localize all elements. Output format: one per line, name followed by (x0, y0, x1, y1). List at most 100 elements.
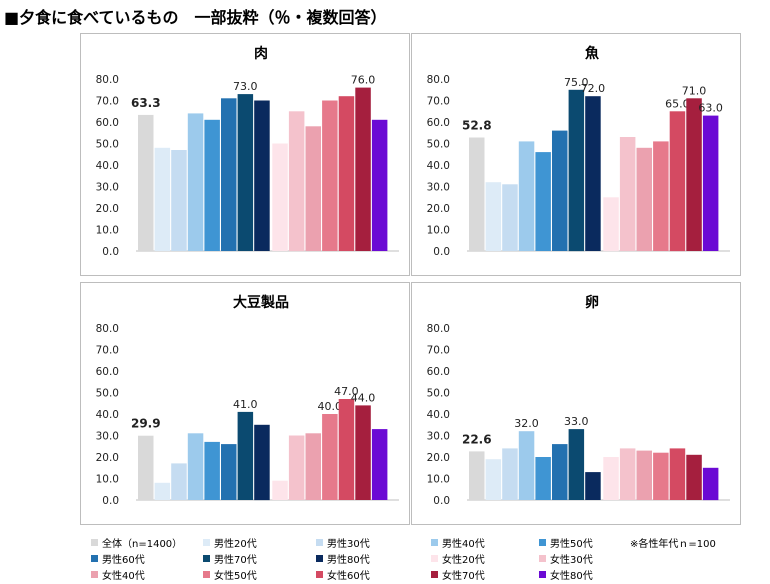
data-label: 76.0 (351, 74, 376, 87)
chart-title: 魚 (585, 45, 599, 62)
y-tick-label: 50.0 (96, 139, 119, 151)
y-tick-label: 30.0 (96, 431, 119, 443)
bar (603, 457, 619, 500)
y-tick-label: 20.0 (96, 203, 119, 215)
bar (171, 150, 187, 251)
y-tick-label: 60.0 (427, 117, 450, 129)
legend-item: 男性80代 (316, 551, 370, 566)
y-tick-label: 30.0 (427, 182, 450, 194)
bar (603, 197, 619, 252)
y-tick-label: 0.0 (102, 495, 119, 507)
y-tick-label: 80.0 (427, 74, 450, 86)
bar (187, 113, 204, 252)
bar (518, 141, 535, 251)
legend-swatch (431, 539, 438, 546)
bar (669, 111, 686, 252)
data-label: 63.3 (131, 96, 161, 110)
y-tick-label: 0.0 (433, 495, 450, 507)
legend-swatch (203, 555, 210, 562)
legend-swatch (539, 571, 546, 578)
bar (568, 89, 585, 252)
data-label: 40.0 (318, 400, 343, 413)
data-label: 52.8 (462, 119, 492, 133)
bar (585, 472, 601, 500)
y-tick-label: 10.0 (427, 474, 450, 486)
y-tick-label: 60.0 (427, 366, 450, 378)
bar (702, 115, 719, 251)
bar (568, 429, 585, 500)
legend-label: 男性30代 (327, 539, 370, 550)
bar (371, 119, 388, 251)
y-tick-label: 60.0 (96, 366, 119, 378)
y-tick-label: 40.0 (427, 409, 450, 421)
bar (254, 100, 270, 251)
y-tick-label: 70.0 (427, 345, 450, 357)
legend-item: 男性60代 (91, 551, 145, 566)
y-tick-label: 80.0 (96, 74, 119, 86)
bar (502, 184, 518, 251)
chart-panel-fish: 魚 0.0 10.0 20.0 30.0 40.0 50.0 60.0 70.0 80.0 52.8… (411, 33, 741, 276)
y-tick-label: 0.0 (102, 246, 119, 258)
data-label: 72.0 (581, 82, 606, 95)
bar (518, 431, 535, 500)
data-label: 41.0 (233, 398, 257, 411)
footnote: ※各性年代ｎ=100 (630, 539, 716, 550)
legend-label: 全体（n=1400） (102, 539, 183, 550)
data-label: 32.0 (514, 417, 539, 430)
legend-label: 女性80代 (550, 571, 593, 582)
data-label: 22.6 (462, 432, 492, 446)
y-tick-label: 50.0 (427, 139, 450, 151)
chart-panel-egg: 卵 0.0 10.0 20.0 30.0 40.0 50.0 60.0 70.0 80.0 22.6… (411, 282, 741, 525)
bar (535, 457, 551, 500)
bar (221, 444, 237, 500)
chart-title: 大豆製品 (233, 294, 289, 311)
data-label: 75.0 (564, 76, 589, 89)
legend-swatch (316, 555, 323, 562)
bar (636, 147, 652, 251)
bar (254, 424, 270, 501)
bar (322, 100, 338, 251)
bar (636, 450, 652, 500)
data-label: 33.0 (564, 415, 589, 428)
chart-svg: 卵 0.0 10.0 20.0 30.0 40.0 50.0 60.0 70.0 80.0 22.6… (427, 294, 730, 507)
y-tick-label: 70.0 (427, 96, 450, 108)
legend-item: 女性70代 (431, 567, 485, 582)
y-tick-label: 20.0 (96, 452, 119, 464)
legend-item: 男性40代 (431, 535, 485, 550)
bar (221, 98, 237, 251)
chart-svg: 魚 0.0 10.0 20.0 30.0 40.0 50.0 60.0 70.0 80.0 52.8… (427, 45, 730, 258)
bar (469, 451, 485, 500)
legend-label: 女性20代 (442, 555, 485, 566)
bar (619, 137, 636, 251)
chart-title: 卵 (585, 294, 599, 311)
legend-label: 女性60代 (327, 571, 370, 582)
y-tick-label: 70.0 (96, 96, 119, 108)
legend-swatch (316, 539, 323, 546)
legend-item: 男性50代 (539, 535, 593, 550)
y-tick-label: 30.0 (96, 182, 119, 194)
data-label: 71.0 (682, 84, 707, 97)
legend-label: 男性20代 (214, 539, 257, 550)
bar (552, 444, 568, 500)
y-tick-label: 50.0 (96, 388, 119, 400)
bar (338, 96, 355, 251)
bar (187, 433, 204, 500)
legend-swatch (431, 555, 438, 562)
bar (288, 111, 305, 252)
bar (469, 137, 485, 251)
chart-panel-soy-products: 大豆製品 0.0 10.0 20.0 30.0 40.0 50.0 60.0 70.0 80.0 2… (80, 282, 410, 525)
bar (355, 405, 371, 500)
bar (305, 126, 321, 251)
bar (653, 141, 669, 251)
legend-swatch (203, 539, 210, 546)
legend-swatch (539, 539, 546, 546)
legend-swatch (316, 571, 323, 578)
y-tick-label: 40.0 (427, 160, 450, 172)
bar (371, 429, 388, 500)
y-tick-label: 20.0 (427, 203, 450, 215)
legend-label: 女性30代 (550, 555, 593, 566)
y-tick-label: 20.0 (427, 452, 450, 464)
bar (237, 411, 254, 500)
legend-item: 全体（n=1400） (91, 535, 182, 550)
data-label: 73.0 (233, 80, 257, 93)
